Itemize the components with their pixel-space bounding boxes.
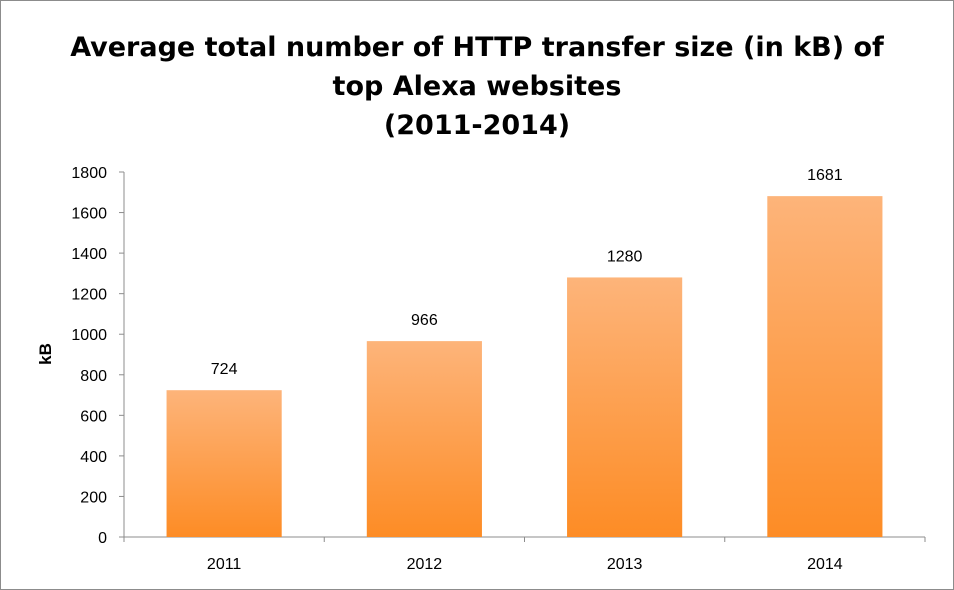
data-labels: 724 966 1280 1681	[211, 167, 843, 378]
y-tick-label: 0	[98, 530, 107, 547]
y-tick-label: 1200	[71, 287, 107, 304]
bar-2013	[567, 277, 683, 537]
y-tick-label: 1400	[71, 246, 107, 263]
bar-2014	[767, 196, 883, 537]
data-label-2013: 1280	[607, 248, 643, 265]
y-axis-label: kB	[36, 343, 55, 365]
x-tick-label-2011: 2011	[207, 556, 242, 573]
y-axis: 0 200 400 600 800 1000 1200 1400 1600 1800	[71, 165, 125, 547]
bars	[166, 196, 883, 537]
chart-title: Average total number of HTTP transfer si…	[70, 32, 884, 141]
bar-2011	[166, 390, 282, 537]
y-tick-label: 400	[80, 449, 107, 466]
bar-2012	[366, 341, 482, 537]
y-tick-label: 200	[80, 489, 107, 506]
data-label-2011: 724	[211, 361, 238, 378]
data-label-2012: 966	[411, 312, 438, 329]
y-tick-label: 1000	[71, 327, 107, 344]
y-tick-label: 1600	[71, 206, 107, 223]
y-tick-label: 600	[80, 408, 107, 425]
y-tick-label: 1800	[71, 165, 107, 182]
data-label-2014: 1681	[807, 167, 843, 184]
x-tick-label-2012: 2012	[407, 556, 443, 573]
x-tick-label-2013: 2013	[607, 556, 643, 573]
x-axis: 2011 2012 2013 2014	[123, 536, 926, 573]
x-tick-label-2014: 2014	[807, 556, 843, 573]
y-tick-label: 800	[80, 368, 107, 385]
